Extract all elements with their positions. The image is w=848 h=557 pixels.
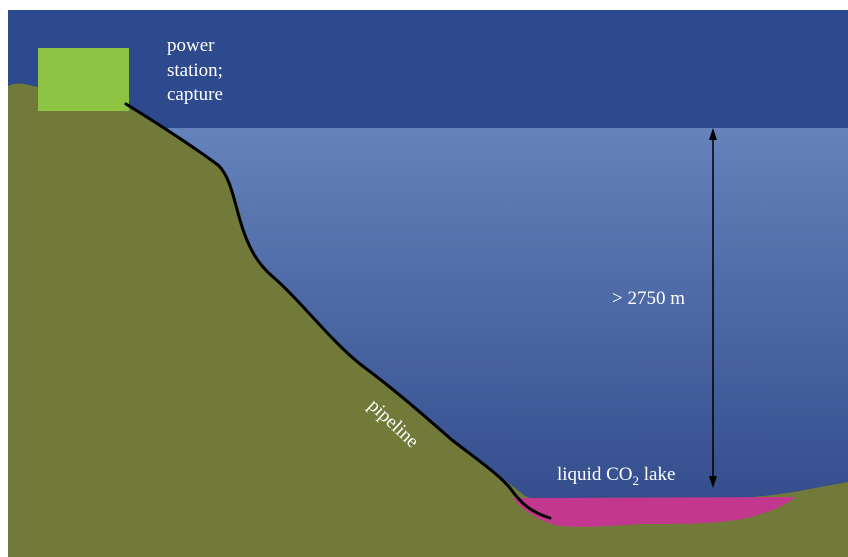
lake-label-subscript: 2 (632, 473, 639, 488)
lake-label-prefix: liquid CO (557, 464, 633, 485)
depth-arrow-head-bottom (709, 476, 717, 488)
depth-label: > 2750 m (612, 288, 685, 309)
station-label-line-1: power (167, 35, 215, 56)
power-station-block (38, 48, 129, 111)
land-slope (8, 83, 848, 557)
depth-arrow-head-top (709, 128, 717, 140)
power-station-label: power station; capture (167, 34, 223, 108)
station-label-line-3: capture (167, 84, 223, 105)
sky-band (8, 10, 848, 128)
co2-lake (513, 497, 795, 527)
lake-label-suffix: lake (638, 464, 676, 485)
co2-lake-label: liquid CO2 lake (557, 464, 676, 488)
pipeline-line (124, 102, 552, 520)
station-label-line-2: station; (167, 59, 223, 81)
